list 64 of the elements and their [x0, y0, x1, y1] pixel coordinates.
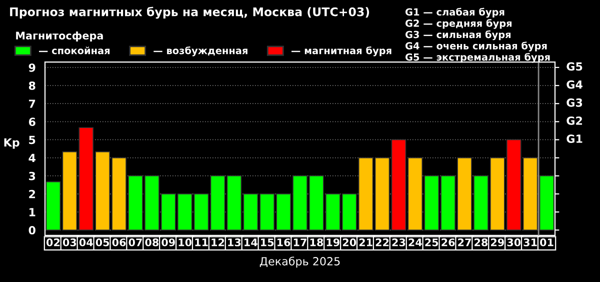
x-tick-label: 20 [342, 238, 356, 246]
x-tick-label: 30 [507, 238, 521, 246]
legend-label: — возбужденная [154, 46, 248, 56]
bar [194, 194, 209, 230]
x-tick-label: 31 [524, 238, 537, 246]
legend-label: — магнитная буря [291, 46, 392, 56]
y-tick-label: 2 [29, 190, 36, 198]
text: G2 [566, 116, 582, 125]
y-tick-label: 4 [28, 154, 36, 162]
x-tick-label: 18 [310, 238, 324, 246]
x-tick-label: 09 [162, 238, 175, 246]
text: G3 — сильная буря [405, 30, 511, 40]
bar [46, 181, 61, 230]
x-tick-label: 03 [62, 238, 76, 246]
text: G1 [566, 134, 582, 143]
x-tick-label: 07 [128, 238, 142, 246]
y-tick-label: 5 [29, 136, 36, 144]
annotation: G5 — экстремальная буря [405, 52, 550, 63]
x-tick-label: 23 [392, 238, 406, 246]
x-tick-label: 05 [96, 238, 110, 246]
x-tick-label: 21 [359, 238, 372, 246]
x-tick-label: 12 [212, 238, 224, 246]
x-tick-label: 29 [490, 238, 504, 246]
x-tick-label: 08 [145, 238, 159, 246]
y-tick-label: 7 [28, 100, 36, 108]
x-tick-label: 01 [540, 238, 554, 246]
x-tick-label: 26 [442, 238, 455, 246]
x-axis-title: Декабрь 2025 [260, 256, 340, 268]
y-axis-title: Kp [4, 138, 20, 149]
y-tick-label: 6 [28, 118, 36, 126]
y-tick-label: 1 [29, 208, 36, 216]
x-tick-label: 13 [228, 238, 241, 246]
text: G2 — средняя буря [405, 19, 512, 29]
text: G4 [566, 80, 582, 89]
x-tick-label: 22 [376, 238, 389, 246]
y-tick-label: 3 [28, 172, 36, 180]
x-tick-label: 04 [79, 238, 93, 246]
y-tick-label: 9 [28, 63, 36, 72]
legend-title: Магнитосфера [16, 31, 103, 42]
text: G3 [566, 98, 582, 107]
x-tick-label: 24 [408, 238, 422, 246]
bar [539, 175, 554, 230]
x-tick-label: 16 [277, 238, 290, 246]
text: G5 [566, 62, 582, 71]
x-tick-label: 14 [244, 238, 258, 246]
bar [391, 139, 406, 230]
x-tick-label: 06 [112, 238, 126, 246]
x-tick-label: 10 [178, 238, 192, 246]
x-tick-label: 11 [195, 238, 208, 246]
text: G4 — очень сильная буря [405, 42, 547, 52]
x-tick-label: 15 [261, 238, 274, 246]
bar [374, 157, 390, 230]
text: G1 — слабая буря [405, 8, 504, 18]
y-tick-label: 8 [28, 82, 36, 90]
legend-label: — спокойная [38, 46, 110, 54]
bar [210, 175, 226, 230]
x-tick-label: 27 [458, 238, 471, 246]
x-tick-label: 28 [474, 238, 488, 246]
chart-title: Прогноз магнитных бурь на месяц, Москва (UTC+03) [10, 6, 370, 19]
x-tick-label: 25 [425, 238, 438, 246]
x-tick-label: 02 [46, 238, 60, 246]
x-tick-label: 19 [326, 238, 340, 246]
y-tick-label: 0 [28, 226, 36, 234]
x-tick-label: 17 [294, 238, 306, 246]
